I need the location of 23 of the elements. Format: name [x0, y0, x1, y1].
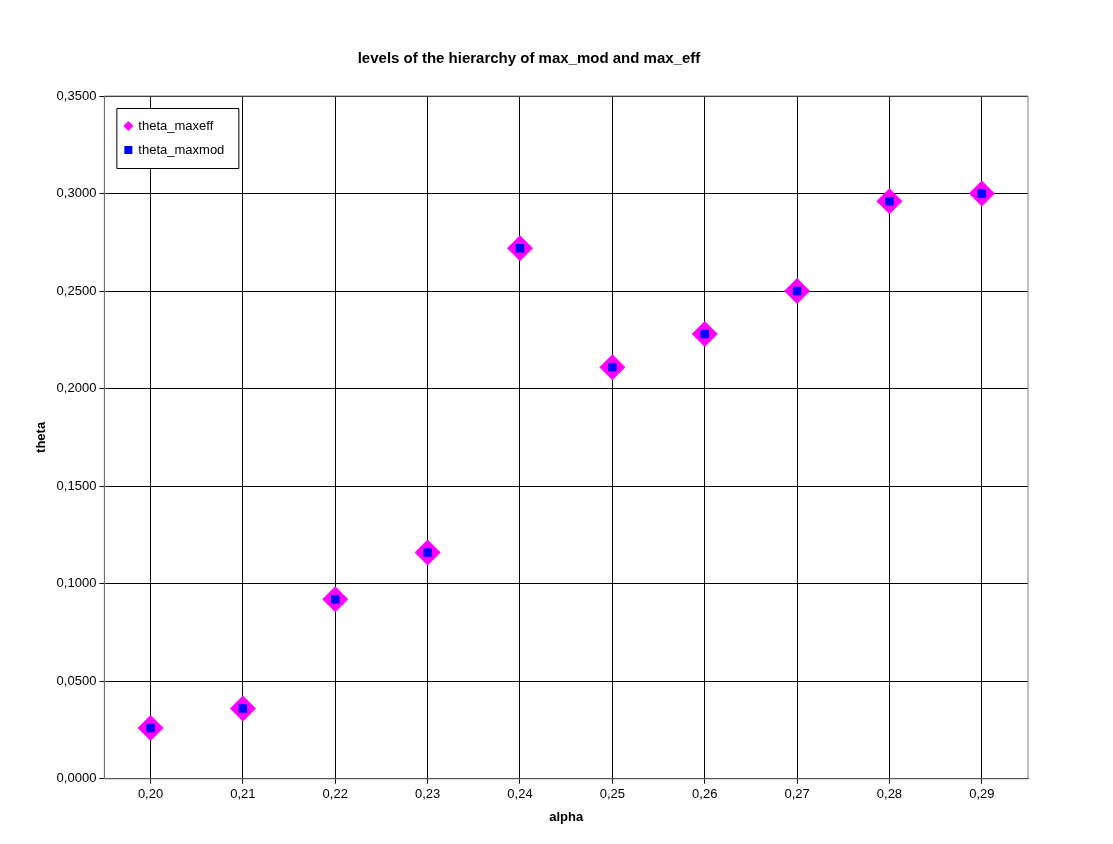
legend-label: theta_maxmod: [138, 141, 225, 157]
y-tick-label: 0,1500: [56, 477, 97, 493]
x-tick-label: 0,22: [322, 786, 348, 802]
y-tick-label: 0,3500: [56, 87, 97, 103]
x-tick-label: 0,28: [876, 786, 903, 802]
y-tick-label: 0,1000: [56, 575, 97, 591]
x-tick-label: 0,23: [414, 786, 441, 802]
x-axis-title: alpha: [549, 808, 584, 824]
x-tick-label: 0,24: [507, 786, 533, 802]
y-tick-label: 0,0500: [56, 672, 97, 688]
x-tick-label: 0,26: [692, 786, 718, 802]
y-tick-label: 0,3000: [56, 185, 97, 201]
x-tick-label: 0,25: [599, 786, 626, 802]
y-tick-label: 0,2500: [56, 282, 97, 298]
x-tick-label: 0,20: [137, 786, 164, 802]
x-tick-label: 0,27: [784, 786, 810, 802]
x-tick-label: 0,21: [230, 786, 256, 802]
chart-title: levels of the hierarchy of max_mod and max_eff: [357, 49, 702, 67]
x-tick-label: 0,29: [969, 786, 995, 802]
y-tick-label: 0,0000: [56, 770, 97, 786]
y-tick-label: 0,2000: [56, 380, 97, 396]
y-axis-title: theta: [33, 421, 49, 453]
legend-label: theta_maxeff: [138, 117, 214, 133]
